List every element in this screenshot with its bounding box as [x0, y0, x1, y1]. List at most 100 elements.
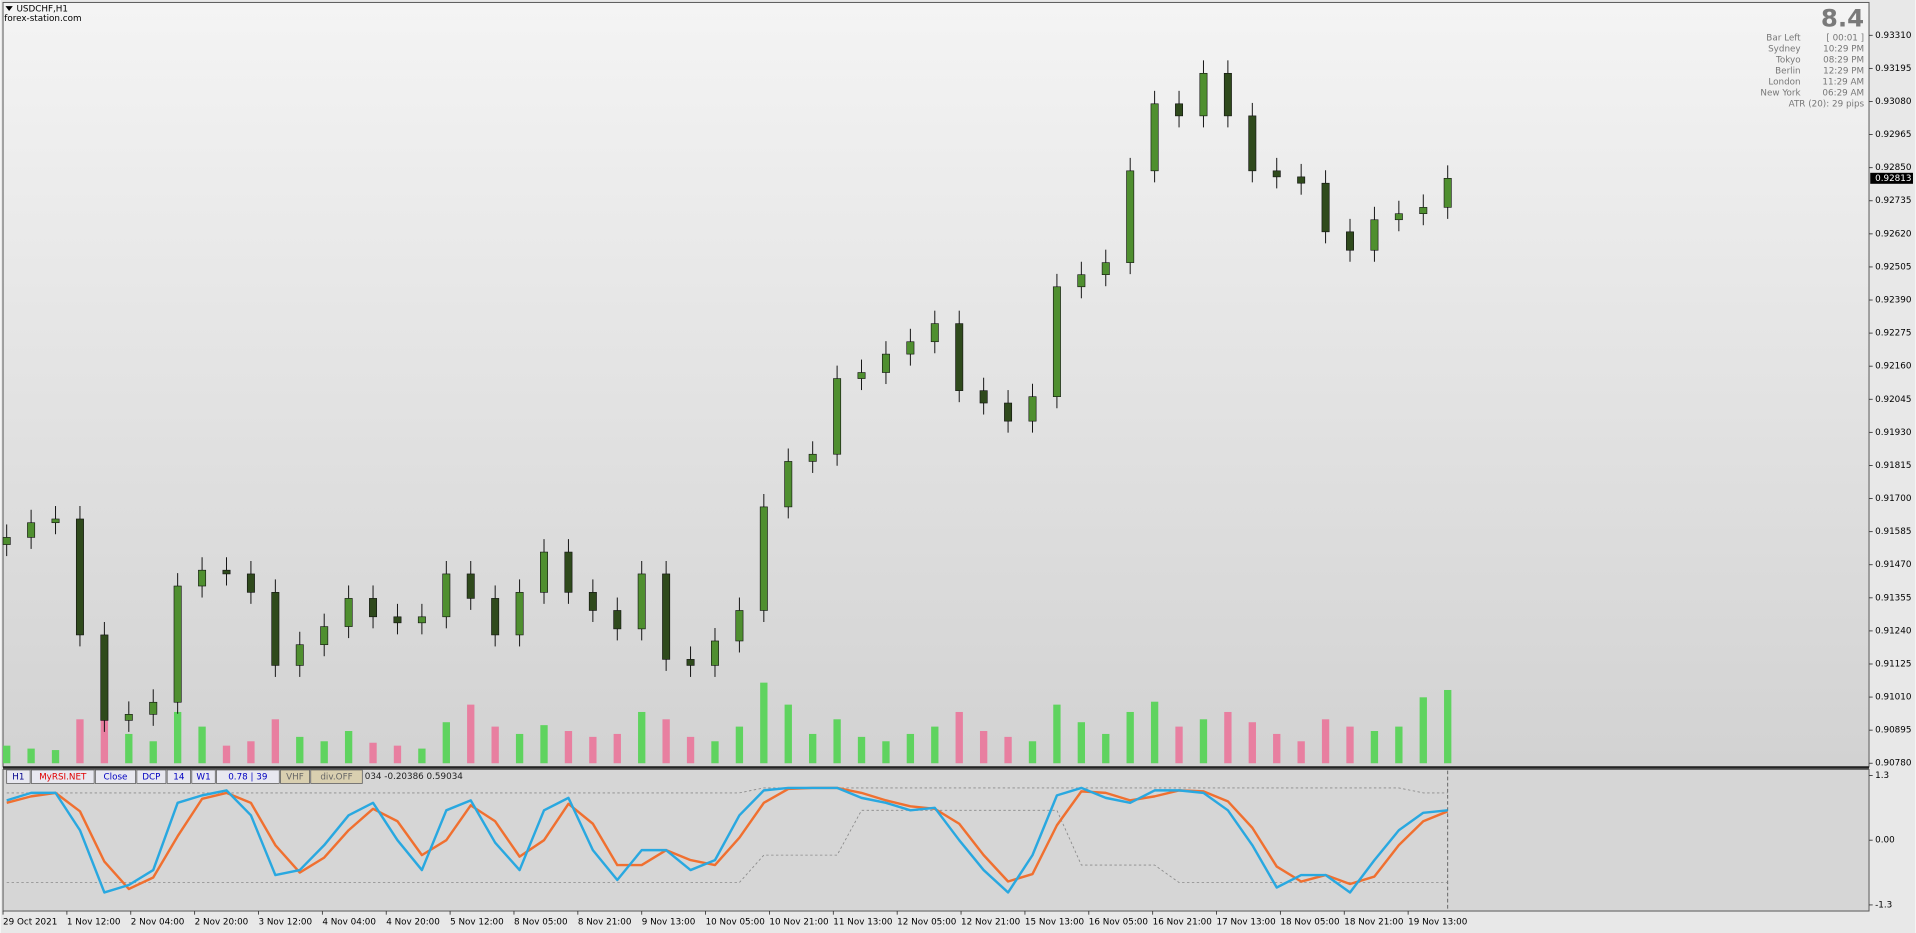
x-tick-label: 17 Nov 13:00 [1217, 918, 1276, 928]
volume-bar [711, 741, 719, 764]
volume-bar [1297, 741, 1305, 764]
candle-body [2, 537, 11, 545]
x-tick-label: 15 Nov 13:00 [1025, 918, 1084, 928]
y-tick-label: 0.92160 [1875, 362, 1911, 372]
candle-body [198, 569, 207, 587]
info-label: Berlin [1775, 66, 1800, 76]
band-line [6, 809, 1448, 883]
info-value: 06:29 AM [1822, 88, 1864, 98]
x-tick-label: 16 Nov 21:00 [1153, 918, 1212, 928]
indicator-button-label[interactable]: DCP [142, 773, 160, 783]
info-value: 11:29 AM [1822, 77, 1864, 87]
volume-bar [247, 741, 255, 764]
indicator-button-label[interactable]: VHF [286, 773, 304, 783]
candle-body [881, 353, 890, 373]
last-price-box [1870, 172, 1913, 184]
candle-body [271, 592, 280, 666]
y-tick-label: 0.91355 [1875, 593, 1911, 603]
volume-bar [125, 733, 133, 764]
candle-body [588, 592, 597, 611]
indicator-button[interactable] [280, 769, 310, 784]
volume-bar [1150, 701, 1159, 764]
volume-bar [3, 745, 11, 764]
x-tick-label: 3 Nov 12:00 [258, 918, 312, 928]
indicator-button-label[interactable]: 14 [173, 773, 185, 783]
volume-bar [1102, 733, 1110, 764]
y-tick-label: 0.91240 [1875, 626, 1911, 636]
x-tick-label: 16 Nov 05:00 [1089, 918, 1148, 928]
y-tick-label: 0.91585 [1875, 527, 1911, 537]
indicator-button-label[interactable]: 0.78 | 39 [228, 773, 267, 783]
volume-bar [1175, 726, 1183, 764]
indicator-button-label[interactable]: div.OFF [320, 773, 352, 783]
candle-body [857, 372, 866, 379]
volume-bar [589, 736, 597, 764]
y-tick-label: 0.93080 [1875, 97, 1911, 107]
x-tick-label: 10 Nov 21:00 [769, 918, 828, 928]
volume-bar [613, 733, 621, 764]
volume-bar [1004, 736, 1012, 764]
volume-bar [1248, 722, 1256, 764]
candle-body [1052, 286, 1061, 397]
x-tick-label: 18 Nov 21:00 [1344, 918, 1403, 928]
indicator-button[interactable] [166, 769, 191, 784]
candle-body [320, 626, 329, 646]
indicator-button[interactable] [30, 769, 95, 784]
indicator-button-label[interactable]: Close [104, 773, 128, 783]
candle-body [930, 323, 939, 343]
volume-bar [1053, 704, 1061, 764]
info-value: [ 00:01 ] [1826, 33, 1864, 43]
atr: ATR (20): 29 pips [1789, 99, 1865, 109]
x-tick-label: 11 Nov 13:00 [833, 918, 892, 928]
volume-bar [1370, 731, 1379, 764]
indicator-button[interactable] [94, 769, 137, 784]
y-tick-label: 0.90780 [1875, 759, 1911, 769]
volume-bar [857, 736, 866, 764]
indicator-button[interactable] [136, 769, 167, 784]
candle-body [662, 573, 671, 660]
candle-body [540, 551, 548, 593]
volume-bar [906, 733, 915, 764]
indicator-button[interactable] [216, 769, 280, 784]
indicator-button[interactable] [310, 769, 363, 784]
volume-bar [955, 711, 963, 764]
indicator-button[interactable] [191, 769, 216, 784]
candle-body [100, 634, 109, 721]
info-value: 10:29 PM [1823, 44, 1864, 54]
indicator-button-label[interactable]: MyRSI.NET [39, 773, 87, 783]
volume-bar [686, 736, 695, 764]
volume-bar [540, 725, 548, 764]
y-tick-label: 0.92735 [1875, 196, 1911, 206]
symbol-menu-arrow[interactable] [5, 6, 13, 11]
candle-body [124, 714, 133, 721]
rsi-line [6, 786, 1449, 891]
x-tick-label: 4 Nov 20:00 [386, 918, 440, 928]
volume-bar [296, 736, 304, 764]
volume-bar [735, 726, 744, 764]
indicator-readout: 034 -0.20386 0.59034 [365, 772, 464, 782]
candle-body [686, 659, 695, 666]
candle-body [1150, 103, 1159, 172]
candle-body [1101, 262, 1110, 276]
y-tick-label: 0.91470 [1875, 560, 1911, 570]
candle-body [27, 522, 36, 538]
x-tick-label: 9 Nov 13:00 [642, 918, 696, 928]
volume-bar [979, 731, 988, 764]
info-value: 12:29 PM [1823, 66, 1864, 76]
volume-bar [1028, 741, 1037, 764]
candle-body [295, 644, 304, 666]
indicator-button-label[interactable]: H1 [12, 773, 24, 783]
volume-bar [320, 741, 328, 764]
y-tick-label: 0.91010 [1875, 693, 1911, 703]
indicator-button-label[interactable]: W1 [196, 773, 210, 783]
x-tick-label: 8 Nov 05:00 [514, 918, 568, 928]
candle-body [735, 610, 744, 642]
y-tick-label: 1.3 [1875, 771, 1889, 781]
candle-body [515, 592, 524, 636]
y-tick-label: 0.00 [1875, 836, 1895, 846]
volume-bar [1321, 719, 1330, 764]
x-tick-label: 18 Nov 05:00 [1280, 918, 1339, 928]
candle-body [1126, 170, 1135, 263]
indicator-button[interactable] [6, 769, 31, 784]
